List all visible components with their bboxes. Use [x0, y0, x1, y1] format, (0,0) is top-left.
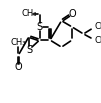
Text: O: O — [15, 62, 22, 72]
Text: CH₃: CH₃ — [11, 38, 26, 47]
Text: CH₃: CH₃ — [21, 9, 37, 18]
Text: S: S — [36, 22, 43, 32]
Text: CH₃: CH₃ — [95, 22, 101, 31]
Text: CH₃: CH₃ — [95, 36, 101, 45]
Text: S: S — [26, 45, 32, 55]
Text: O: O — [68, 9, 76, 19]
